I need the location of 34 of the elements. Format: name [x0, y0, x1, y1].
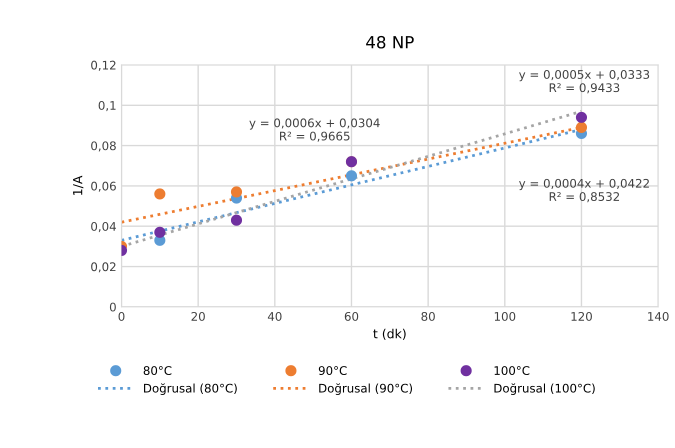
legend-label: Doğrusal (80°C) — [144, 383, 237, 395]
legend-label: Doğrusal (90°C) — [319, 383, 412, 395]
annotation: y = 0,0004x + 0,0422 R² = 0,8532 — [519, 178, 649, 202]
annotation: y = 0,0005x + 0,0333 R² = 0,9433 — [519, 70, 650, 94]
x-tick-label: 20 — [192, 312, 205, 321]
x-tick-label: 100 — [494, 312, 516, 321]
y-tick-label: 0,12 — [91, 60, 116, 71]
annotation: y = 0,0006x + 0,0304 R² = 0,9665 — [249, 118, 380, 142]
y-tick-label: 0,1 — [98, 101, 116, 112]
y-tick-label: 0,04 — [91, 222, 116, 232]
legend-label: Doğrusal (100°C) — [494, 383, 595, 395]
x-tick-label: 140 — [648, 312, 669, 321]
point — [154, 226, 166, 238]
x-tick-label: 60 — [344, 312, 358, 321]
point — [154, 188, 166, 200]
legend-label: 80°C — [144, 366, 172, 376]
y-tick-label: 0,02 — [91, 262, 116, 272]
point — [230, 186, 242, 198]
x-axis-title: t (dk) — [373, 328, 406, 340]
legend-label: 90°C — [318, 366, 347, 376]
y-tick-label: 0 — [110, 302, 116, 312]
legend-label: 100°C — [494, 366, 530, 376]
y-axis-title: 1/A — [73, 176, 84, 195]
point — [230, 214, 242, 226]
x-tick-label: 40 — [268, 312, 282, 321]
y-tick-label: 0,06 — [91, 182, 116, 192]
point — [576, 112, 588, 123]
chart-title: 48 NP — [366, 36, 414, 49]
x-tick-label: 120 — [571, 312, 592, 321]
point — [576, 122, 588, 134]
point — [346, 170, 358, 182]
x-tick-label: 0 — [118, 312, 124, 321]
x-tick-label: 80 — [421, 312, 435, 321]
y-tick-label: 0,08 — [91, 141, 116, 152]
